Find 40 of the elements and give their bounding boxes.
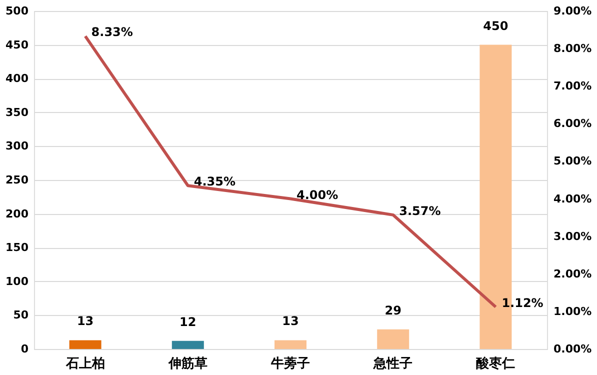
- x-tick-label: 酸枣仁: [476, 356, 516, 372]
- y2-tick-label: 1.00%: [554, 304, 592, 318]
- data-label: 29: [384, 303, 402, 318]
- y-tick-label: 400: [6, 72, 29, 86]
- y-tick-label: 250: [6, 174, 29, 186]
- x-tick-label: 伸筋草: [167, 356, 208, 372]
- data-label: 450: [483, 18, 508, 33]
- bar: [69, 340, 102, 349]
- y2-tick-label: 4.00%: [554, 192, 592, 206]
- y-tick-label: 300: [6, 140, 29, 153]
- data-label: 8.33%: [91, 25, 133, 40]
- y-tick-label: 200: [6, 207, 29, 220]
- x-tick-label: 石上柏: [64, 356, 105, 372]
- x-tick-label: 急性子: [372, 356, 413, 372]
- y-tick-label: 100: [6, 274, 29, 288]
- data-label: 4.00%: [296, 188, 338, 202]
- y2-tick-label: 2.00%: [554, 267, 592, 280]
- bar: [377, 329, 410, 349]
- data-label: 1.12%: [502, 296, 544, 310]
- y-tick-label: 50: [13, 308, 29, 322]
- bar: [274, 340, 306, 349]
- x-tick-label: 牛蒡子: [270, 356, 310, 372]
- bar: [172, 340, 204, 349]
- y2-tick-label: 8.00%: [554, 42, 592, 56]
- y-tick-label: 150: [6, 241, 29, 254]
- y2-tick-label: 9.00%: [554, 4, 592, 18]
- data-label: 3.57%: [399, 204, 441, 218]
- y2-tick-label: 7.00%: [554, 80, 592, 93]
- y2-tick-label: 3.00%: [554, 230, 592, 243]
- y-tick-label: 0: [20, 342, 29, 356]
- y2-tick-label: 0.00%: [554, 342, 592, 356]
- y2-tick-label: 5.00%: [554, 154, 592, 168]
- y2-tick-label: 6.00%: [554, 117, 592, 130]
- y-tick-label: 450: [6, 38, 29, 52]
- data-label: 12: [180, 314, 196, 329]
- data-label: 13: [282, 314, 299, 328]
- y-tick-label: 350: [6, 106, 29, 119]
- y-tick-label: 500: [6, 4, 29, 18]
- data-label: 13: [76, 314, 94, 328]
- data-label: 4.35%: [194, 174, 236, 189]
